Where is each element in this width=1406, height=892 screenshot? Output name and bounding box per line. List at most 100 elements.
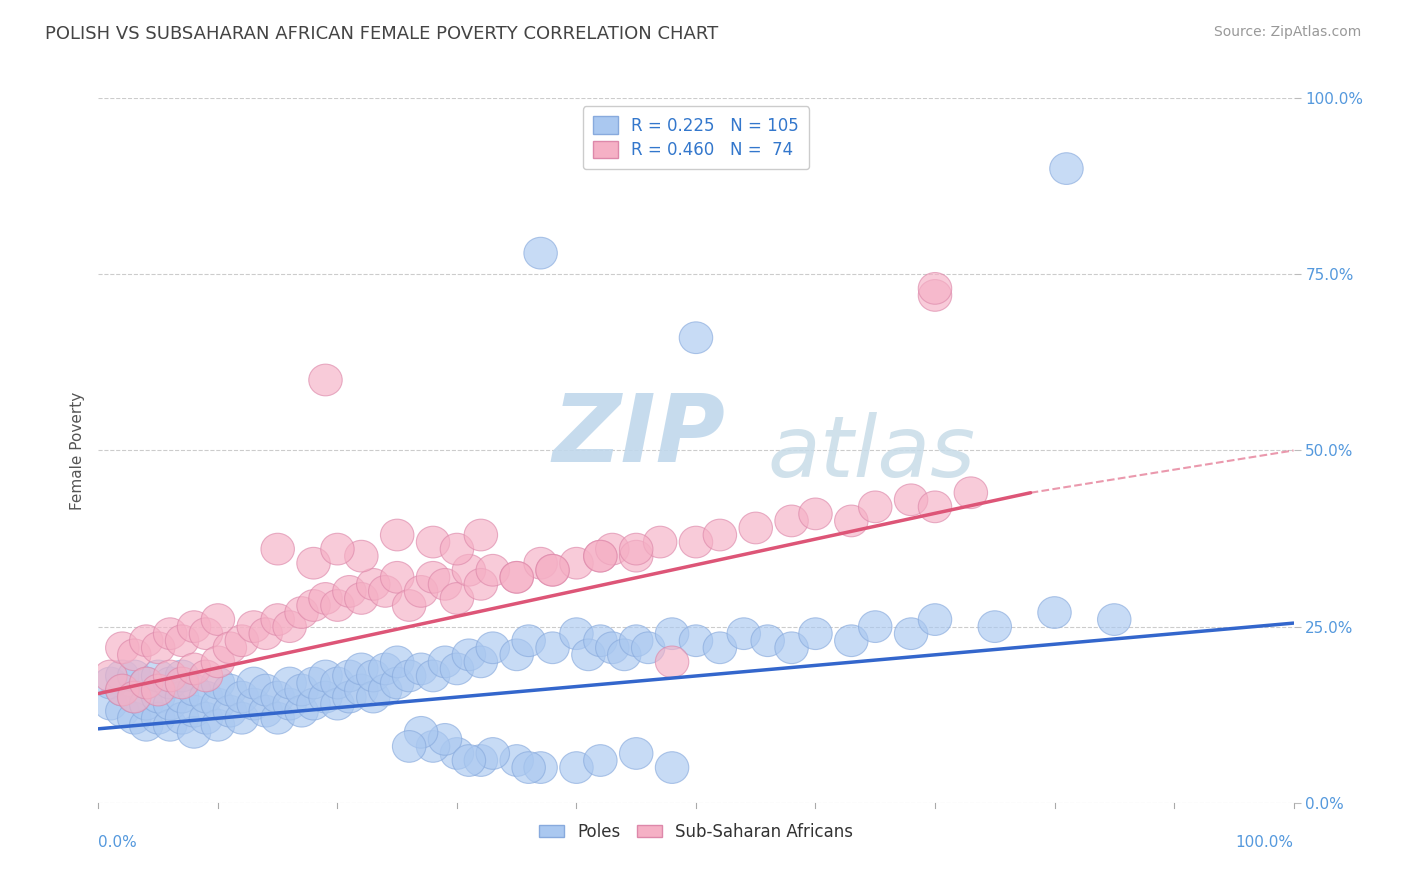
Text: 100.0%: 100.0% <box>1236 835 1294 849</box>
Ellipse shape <box>368 674 402 706</box>
Ellipse shape <box>129 667 163 698</box>
Ellipse shape <box>679 526 713 558</box>
Ellipse shape <box>416 526 450 558</box>
Ellipse shape <box>142 660 174 692</box>
Text: POLISH VS SUBSAHARAN AFRICAN FEMALE POVERTY CORRELATION CHART: POLISH VS SUBSAHARAN AFRICAN FEMALE POVE… <box>45 25 718 43</box>
Ellipse shape <box>835 625 868 657</box>
Ellipse shape <box>416 561 450 593</box>
Ellipse shape <box>238 667 270 698</box>
Ellipse shape <box>620 738 652 769</box>
Ellipse shape <box>285 674 318 706</box>
Ellipse shape <box>225 625 259 657</box>
Text: ZIP: ZIP <box>553 391 725 483</box>
Legend: Poles, Sub-Saharan Africans: Poles, Sub-Saharan Africans <box>531 816 860 847</box>
Ellipse shape <box>262 702 294 734</box>
Ellipse shape <box>177 674 211 706</box>
Ellipse shape <box>249 618 283 649</box>
Ellipse shape <box>344 674 378 706</box>
Ellipse shape <box>979 611 1011 642</box>
Ellipse shape <box>321 667 354 698</box>
Ellipse shape <box>501 561 533 593</box>
Ellipse shape <box>142 681 174 713</box>
Ellipse shape <box>273 611 307 642</box>
Ellipse shape <box>118 681 150 713</box>
Ellipse shape <box>238 611 270 642</box>
Ellipse shape <box>775 505 808 537</box>
Ellipse shape <box>464 519 498 551</box>
Ellipse shape <box>703 632 737 664</box>
Ellipse shape <box>583 625 617 657</box>
Ellipse shape <box>142 702 174 734</box>
Ellipse shape <box>381 561 413 593</box>
Ellipse shape <box>405 716 437 748</box>
Ellipse shape <box>309 582 342 615</box>
Ellipse shape <box>1098 604 1130 635</box>
Ellipse shape <box>381 519 413 551</box>
Ellipse shape <box>309 364 342 396</box>
Ellipse shape <box>392 660 426 692</box>
Ellipse shape <box>620 541 652 572</box>
Ellipse shape <box>166 681 198 713</box>
Ellipse shape <box>357 568 389 600</box>
Ellipse shape <box>560 618 593 649</box>
Ellipse shape <box>655 752 689 783</box>
Ellipse shape <box>596 533 628 565</box>
Ellipse shape <box>285 597 318 628</box>
Text: 0.0%: 0.0% <box>98 835 138 849</box>
Ellipse shape <box>572 639 605 671</box>
Ellipse shape <box>357 660 389 692</box>
Ellipse shape <box>190 681 222 713</box>
Ellipse shape <box>1038 597 1071 628</box>
Ellipse shape <box>596 632 628 664</box>
Ellipse shape <box>368 575 402 607</box>
Ellipse shape <box>344 653 378 685</box>
Ellipse shape <box>190 618 222 649</box>
Ellipse shape <box>524 548 557 579</box>
Ellipse shape <box>727 618 761 649</box>
Ellipse shape <box>583 541 617 572</box>
Ellipse shape <box>453 745 485 776</box>
Ellipse shape <box>429 723 461 756</box>
Ellipse shape <box>607 639 641 671</box>
Ellipse shape <box>416 660 450 692</box>
Ellipse shape <box>464 745 498 776</box>
Ellipse shape <box>166 660 198 692</box>
Ellipse shape <box>285 696 318 727</box>
Ellipse shape <box>129 625 163 657</box>
Ellipse shape <box>859 491 891 523</box>
Ellipse shape <box>344 582 378 615</box>
Ellipse shape <box>453 555 485 586</box>
Ellipse shape <box>536 555 569 586</box>
Ellipse shape <box>429 568 461 600</box>
Ellipse shape <box>955 477 987 508</box>
Ellipse shape <box>142 632 174 664</box>
Ellipse shape <box>440 738 474 769</box>
Ellipse shape <box>440 533 474 565</box>
Ellipse shape <box>429 646 461 678</box>
Ellipse shape <box>644 526 676 558</box>
Ellipse shape <box>333 660 366 692</box>
Ellipse shape <box>118 681 150 713</box>
Ellipse shape <box>1050 153 1083 185</box>
Ellipse shape <box>333 681 366 713</box>
Ellipse shape <box>560 752 593 783</box>
Ellipse shape <box>105 674 139 706</box>
Ellipse shape <box>201 646 235 678</box>
Ellipse shape <box>129 667 163 698</box>
Ellipse shape <box>405 575 437 607</box>
Ellipse shape <box>321 689 354 720</box>
Ellipse shape <box>166 667 198 698</box>
Ellipse shape <box>309 660 342 692</box>
Ellipse shape <box>153 660 187 692</box>
Ellipse shape <box>501 745 533 776</box>
Ellipse shape <box>679 625 713 657</box>
Ellipse shape <box>118 702 150 734</box>
Ellipse shape <box>249 674 283 706</box>
Ellipse shape <box>512 752 546 783</box>
Ellipse shape <box>918 491 952 523</box>
Ellipse shape <box>118 660 150 692</box>
Ellipse shape <box>214 632 246 664</box>
Ellipse shape <box>894 484 928 516</box>
Ellipse shape <box>703 519 737 551</box>
Ellipse shape <box>201 667 235 698</box>
